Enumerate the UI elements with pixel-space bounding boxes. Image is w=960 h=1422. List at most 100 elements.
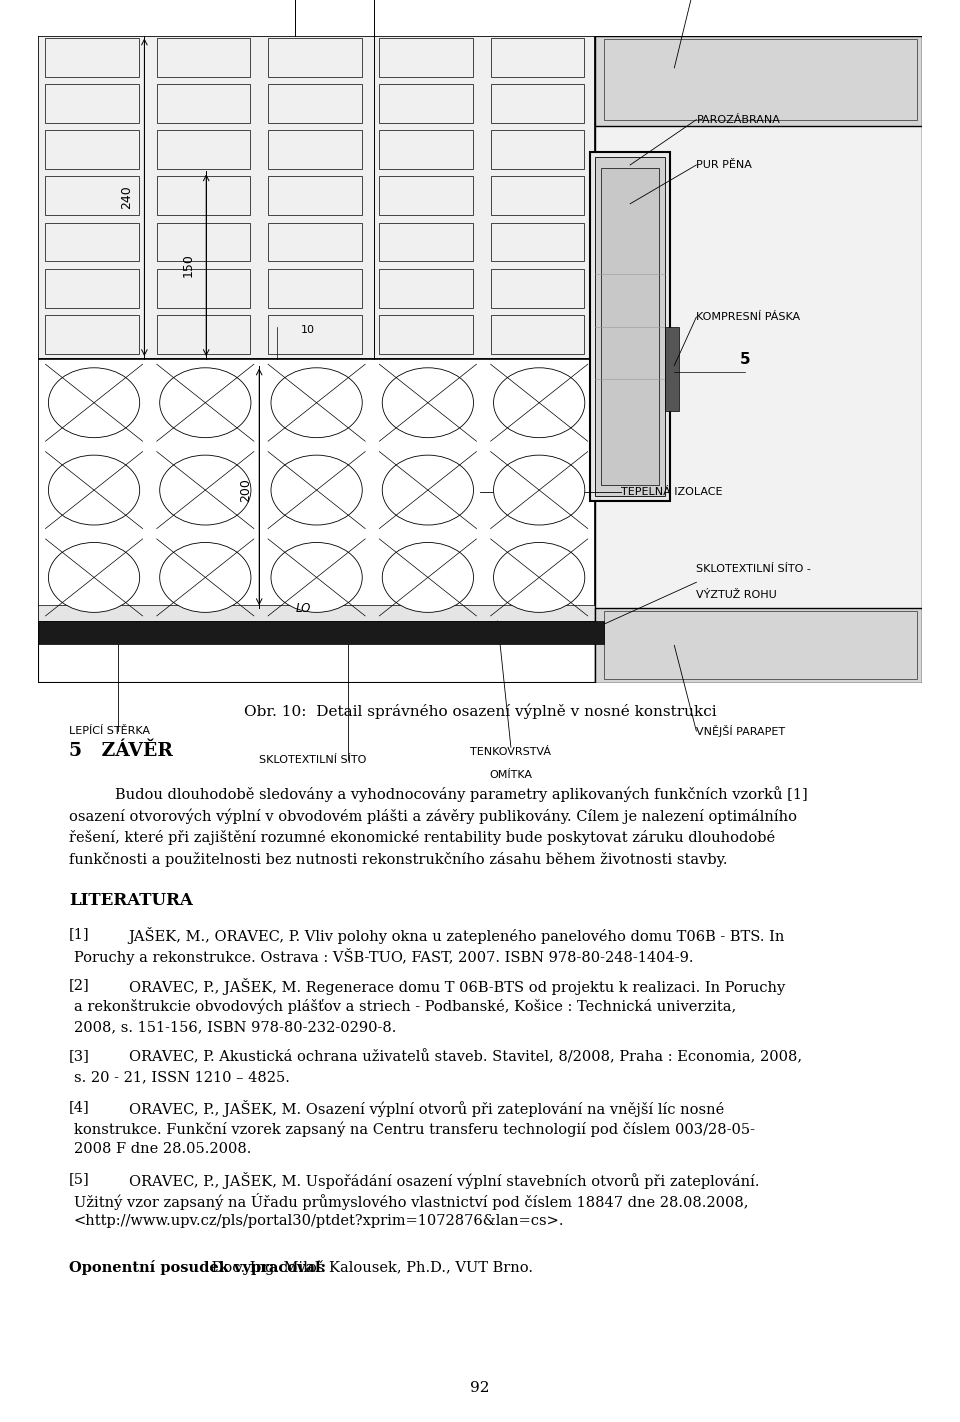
Text: VNĚJŠÍ PARAPET: VNĚJŠÍ PARAPET xyxy=(696,725,785,737)
Text: Oponentní posudek vypracoval:: Oponentní posudek vypracoval: xyxy=(69,1260,326,1276)
Text: TENKOVRSTVÁ: TENKOVRSTVÁ xyxy=(470,748,551,758)
Text: PUR PĚNA: PUR PĚNA xyxy=(696,159,753,171)
Bar xyxy=(665,327,679,411)
Ellipse shape xyxy=(159,455,251,525)
Bar xyxy=(45,131,139,169)
Text: SKLOTEXTILNÍ SÍTO -: SKLOTEXTILNÍ SÍTO - xyxy=(696,565,811,574)
Text: a rekonštrukcie obvodových plášťov a striech - Podbanské, Košice : Technická uni: a rekonštrukcie obvodových plášťov a str… xyxy=(74,998,736,1014)
Text: Poruchy a rekonstrukce. Ostrava : VŠB-TUO, FAST, 2007. ISBN 978-80-248-1404-9.: Poruchy a rekonstrukce. Ostrava : VŠB-TU… xyxy=(74,948,693,966)
Text: 5   ZÁVĚR: 5 ZÁVĚR xyxy=(69,742,173,761)
Text: [2]: [2] xyxy=(69,978,90,991)
Bar xyxy=(45,38,139,77)
Text: konstrukce. Funkční vzorek zapsaný na Centru transferu technologií pod číslem 00: konstrukce. Funkční vzorek zapsaný na Ce… xyxy=(74,1121,755,1136)
Text: ORAVEC, P. Akustická ochrana uživatelů staveb. Stavitel, 8/2008, Praha : Economi: ORAVEC, P. Akustická ochrana uživatelů s… xyxy=(129,1049,802,1064)
Bar xyxy=(379,84,472,122)
Bar xyxy=(595,36,922,683)
Bar xyxy=(268,38,362,77)
Text: JAŠEK, M., ORAVEC, P. Vliv polohy okna u zatepleného panelového domu T06B - BTS.: JAŠEK, M., ORAVEC, P. Vliv polohy okna u… xyxy=(129,927,785,944)
Text: [4]: [4] xyxy=(69,1101,90,1113)
Text: Budou dlouhodobě sledovány a vyhodnocovány parametry aplikovaných funkčních vzor: Budou dlouhodobě sledovány a vyhodnocová… xyxy=(115,786,808,802)
Text: 150: 150 xyxy=(182,253,195,277)
Text: 92: 92 xyxy=(470,1381,490,1395)
Text: [5]: [5] xyxy=(69,1172,90,1186)
Bar xyxy=(38,358,595,621)
Bar xyxy=(595,158,665,496)
Text: [3]: [3] xyxy=(69,1049,90,1064)
Ellipse shape xyxy=(271,368,362,438)
Text: [1]: [1] xyxy=(69,927,89,941)
Ellipse shape xyxy=(48,368,139,438)
Ellipse shape xyxy=(382,368,473,438)
Bar xyxy=(45,269,139,307)
Ellipse shape xyxy=(493,455,585,525)
Bar xyxy=(38,604,595,621)
Bar xyxy=(45,223,139,262)
Text: SKLOTEXTILNÍ SÍTO: SKLOTEXTILNÍ SÍTO xyxy=(258,755,366,765)
Bar xyxy=(491,269,584,307)
Bar xyxy=(45,176,139,215)
Bar xyxy=(156,38,251,77)
Ellipse shape xyxy=(48,455,139,525)
Text: Užitný vzor zapsaný na Úřadu průmyslového vlastnictví pod číslem 18847 dne 28.08: Užitný vzor zapsaný na Úřadu průmyslovéh… xyxy=(74,1193,749,1210)
Bar xyxy=(268,223,362,262)
Text: LEPÍCÍ STĚRKA: LEPÍCÍ STĚRKA xyxy=(69,727,151,737)
Ellipse shape xyxy=(493,542,585,613)
Bar xyxy=(491,176,584,215)
Text: VÝZTUŽ ROHU: VÝZTUŽ ROHU xyxy=(696,590,778,600)
Bar xyxy=(268,316,362,354)
Text: PAROZÁBRANA: PAROZÁBRANA xyxy=(696,115,780,125)
Bar xyxy=(38,621,604,644)
Text: LO: LO xyxy=(296,602,311,614)
Text: s. 20 - 21, ISSN 1210 – 4825.: s. 20 - 21, ISSN 1210 – 4825. xyxy=(74,1071,290,1085)
Text: LITERATURA: LITERATURA xyxy=(69,892,193,909)
Bar xyxy=(379,269,472,307)
Bar xyxy=(379,316,472,354)
Bar xyxy=(491,223,584,262)
Text: 200: 200 xyxy=(239,478,252,502)
Text: 5: 5 xyxy=(739,351,751,367)
Bar xyxy=(379,223,472,262)
Bar xyxy=(45,84,139,122)
Bar xyxy=(45,316,139,354)
Text: Obr. 10:  Detail správného osazení výplně v nosné konstrukci: Obr. 10: Detail správného osazení výplně… xyxy=(244,704,716,718)
Text: 2008 F dne 28.05.2008.: 2008 F dne 28.05.2008. xyxy=(74,1142,252,1156)
Bar xyxy=(590,152,670,502)
Bar xyxy=(491,131,584,169)
Ellipse shape xyxy=(493,368,585,438)
Ellipse shape xyxy=(382,542,473,613)
Bar xyxy=(268,269,362,307)
Bar xyxy=(268,176,362,215)
Bar xyxy=(379,131,472,169)
Bar xyxy=(379,38,472,77)
Bar xyxy=(604,611,917,680)
Bar xyxy=(156,223,251,262)
Bar xyxy=(38,36,595,358)
Ellipse shape xyxy=(271,542,362,613)
Bar xyxy=(491,38,584,77)
Bar xyxy=(491,316,584,354)
Bar xyxy=(268,131,362,169)
Text: <http://www.upv.cz/pls/portal30/ptdet?xprim=1072876&lan=cs>.: <http://www.upv.cz/pls/portal30/ptdet?xp… xyxy=(74,1214,564,1227)
Text: 10: 10 xyxy=(300,326,315,336)
Bar xyxy=(379,176,472,215)
Bar xyxy=(491,84,584,122)
Text: OMÍTKA: OMÍTKA xyxy=(490,769,533,779)
Text: řešení, které při zajištění rozumné ekonomické rentability bude poskytovat záruk: řešení, které při zajištění rozumné ekon… xyxy=(69,830,776,846)
Text: funkčnosti a použitelnosti bez nutnosti rekonstrukčního zásahu během životnosti : funkčnosti a použitelnosti bez nutnosti … xyxy=(69,852,728,867)
Bar xyxy=(156,131,251,169)
Ellipse shape xyxy=(382,455,473,525)
Bar xyxy=(595,36,922,127)
Bar xyxy=(595,609,922,683)
Bar xyxy=(268,84,362,122)
Text: Doc. Ing. Miloš Kalousek, Ph.D., VUT Brno.: Doc. Ing. Miloš Kalousek, Ph.D., VUT Brn… xyxy=(207,1260,533,1276)
Text: 240: 240 xyxy=(120,185,133,209)
Bar xyxy=(156,176,251,215)
Ellipse shape xyxy=(159,368,251,438)
Bar xyxy=(156,269,251,307)
Ellipse shape xyxy=(271,455,362,525)
Ellipse shape xyxy=(159,542,251,613)
Bar xyxy=(604,38,917,119)
Text: osazení otvorových výplní v obvodovém plášti a závěry publikovány. Cílem je nale: osazení otvorových výplní v obvodovém pl… xyxy=(69,808,797,823)
Bar xyxy=(156,316,251,354)
Ellipse shape xyxy=(48,542,139,613)
